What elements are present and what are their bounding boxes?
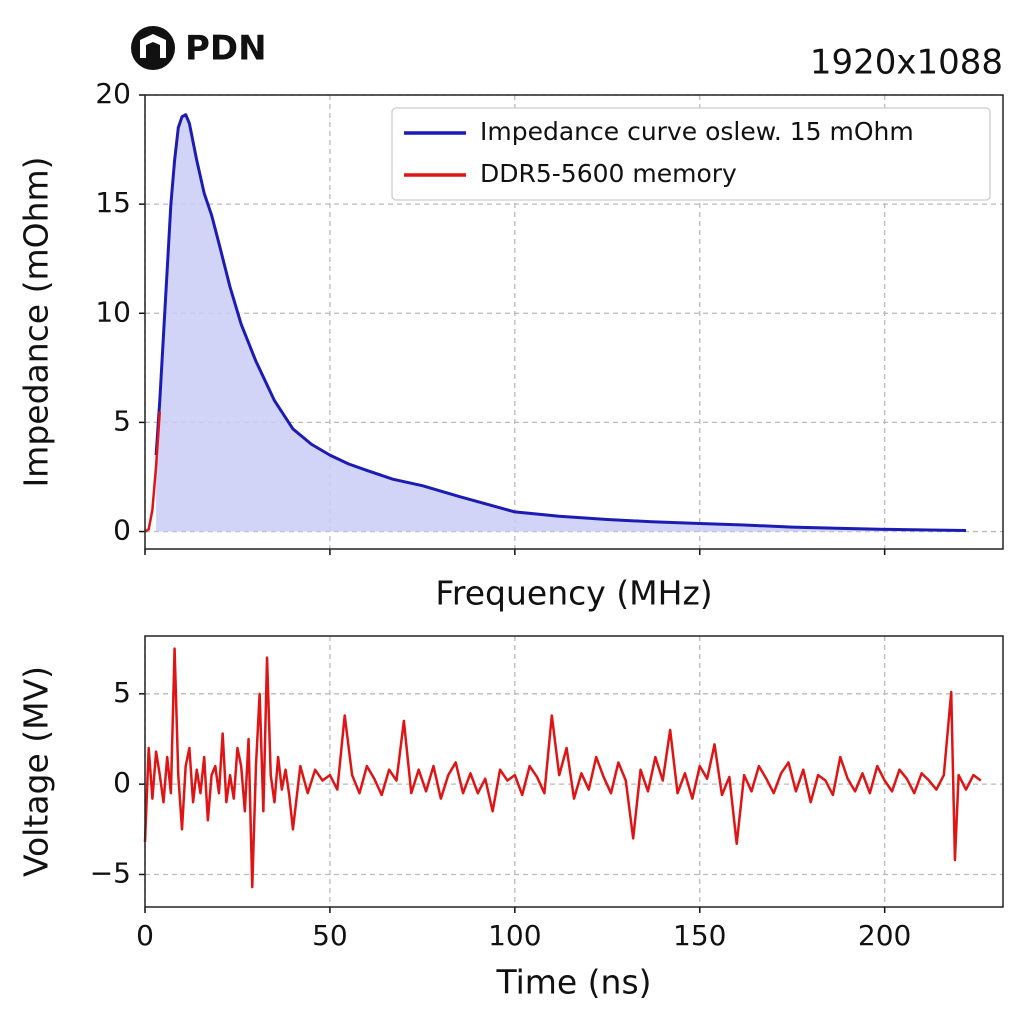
logo-text: PDN <box>185 29 267 69</box>
x-tick-label: 100 <box>488 919 541 952</box>
y-tick-label: 5 <box>113 676 131 709</box>
y-tick-label: 15 <box>95 186 131 219</box>
series-line <box>143 647 982 889</box>
y-axis-label: Voltage (MV) <box>17 666 56 877</box>
y-tick-label: −5 <box>90 856 131 889</box>
resolution-label: 1920x1088 <box>810 43 1003 83</box>
y-tick-label: 0 <box>113 514 131 547</box>
series-line <box>154 113 967 532</box>
legend-box <box>391 107 991 201</box>
x-axis-label: Time (ns) <box>495 963 651 1002</box>
area-fill <box>156 114 967 532</box>
plot-frame <box>144 94 1004 550</box>
x-tick-label: 200 <box>858 919 911 952</box>
x-axis-label: Frequency (MHz) <box>435 574 712 613</box>
plot-frame <box>144 635 1004 908</box>
y-tick-label: 0 <box>113 766 131 799</box>
logo-glyph <box>140 34 166 58</box>
x-tick-label: 50 <box>312 919 348 952</box>
y-axis-label: Impedance (mOhm) <box>17 156 56 487</box>
y-tick-label: 5 <box>113 404 131 437</box>
logo: PDN <box>131 26 267 70</box>
x-tick-label: 150 <box>673 919 726 952</box>
y-tick-label: 10 <box>95 295 131 328</box>
y-tick-label: 20 <box>95 77 131 110</box>
series-line <box>144 411 162 533</box>
x-tick-label: 0 <box>136 919 154 952</box>
legend-label: Impedance curve oslew. 15 mOhm <box>480 117 914 146</box>
legend-label: DDR5-5600 memory <box>480 159 737 188</box>
logo-icon <box>131 26 175 70</box>
